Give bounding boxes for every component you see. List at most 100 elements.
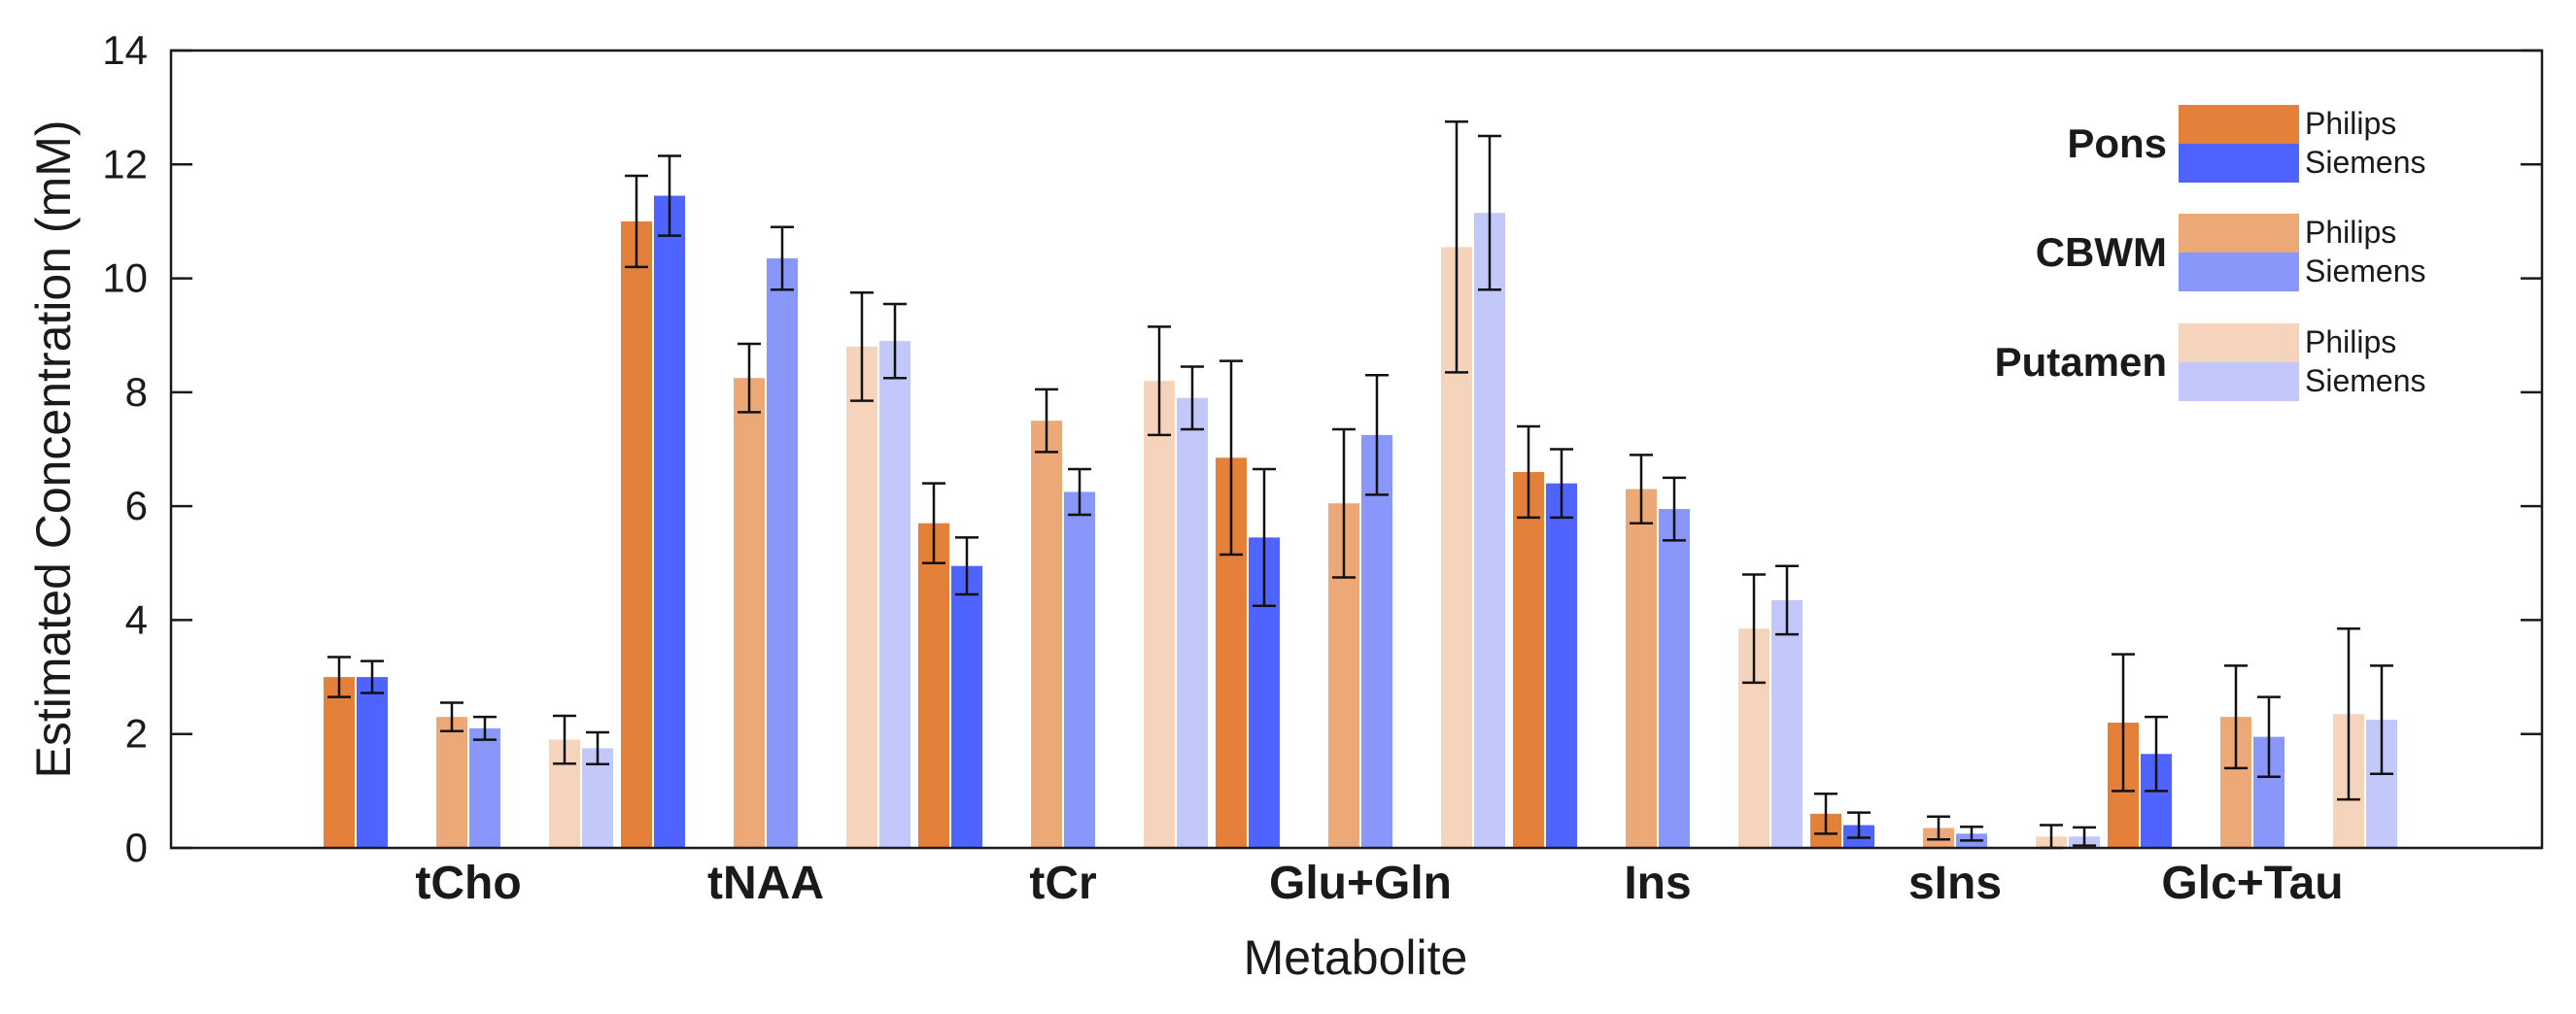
error-bar: [1365, 374, 1389, 496]
y-axis-label: Estimated Concentration (mM): [26, 119, 81, 778]
y-tick-label: 10: [102, 255, 148, 301]
legend-group-label: CBWM: [2036, 229, 2167, 275]
legend-entry-label: Philips: [2305, 106, 2396, 141]
bar-tnaa-putamen-philips: [846, 346, 877, 848]
legend-swatch: [2179, 105, 2299, 144]
error-bar: [1663, 476, 1686, 542]
error-bar: [473, 715, 497, 741]
y-tick-label: 12: [102, 141, 148, 186]
error-bar: [2145, 715, 2168, 793]
y-tick-label: 2: [125, 711, 148, 757]
error-bar: [553, 714, 576, 765]
x-tick-label: tCho: [415, 858, 521, 909]
bar-tcho-cbwm-siemens: [469, 727, 500, 848]
bar-tcr-putamen-philips: [1144, 381, 1175, 848]
x-axis-label: Metabolite: [1244, 930, 1468, 985]
error-bar: [2370, 664, 2393, 776]
error-bar: [1445, 120, 1468, 374]
bar-tnaa-pons-siemens: [654, 195, 685, 848]
bar-tnaa-cbwm-philips: [734, 378, 765, 848]
error-bar: [1035, 388, 1058, 454]
y-tick-label: 4: [125, 596, 148, 642]
y-tick-label: 6: [125, 483, 148, 528]
error-bar: [2073, 826, 2096, 847]
legend-entry-label: Siemens: [2305, 145, 2426, 180]
error-bar: [2337, 626, 2360, 801]
error-bar: [1517, 424, 1540, 520]
error-bar: [850, 290, 874, 402]
x-tick-label: sIns: [1908, 858, 2002, 909]
legend-entry-label: Siemens: [2305, 254, 2426, 288]
error-bar: [361, 659, 384, 694]
error-bar: [658, 154, 681, 237]
x-tick-label: Glc+Tau: [2161, 858, 2343, 909]
error-bar: [1960, 826, 1983, 842]
bar-ins-cbwm-siemens: [1659, 509, 1690, 848]
x-tick-label: Ins: [1624, 858, 1691, 909]
error-bar: [2224, 664, 2248, 770]
legend-entry-label: Philips: [2305, 215, 2396, 250]
legend-swatch: [2179, 253, 2299, 291]
bar-tcr-pons-siemens: [951, 565, 982, 848]
error-bar: [1068, 467, 1091, 517]
error-bar: [327, 656, 351, 698]
error-bar: [771, 225, 794, 291]
bar-tcr-pons-philips: [918, 523, 949, 848]
error-bar: [1550, 448, 1573, 520]
error-bar: [922, 482, 945, 565]
legend-swatch: [2179, 214, 2299, 253]
error-bar: [1775, 564, 1799, 636]
legend-group-label: Putamen: [1995, 339, 2167, 385]
error-bar: [955, 536, 979, 596]
error-bar: [738, 342, 761, 414]
legend-entry-label: Siemens: [2305, 363, 2426, 398]
error-bar: [1742, 573, 1766, 685]
x-tick-label: tCr: [1029, 858, 1096, 909]
bar-glu-gln-cbwm-siemens: [1361, 434, 1392, 848]
bar-tnaa-pons-philips: [621, 220, 652, 848]
legend-swatch: [2179, 362, 2299, 401]
bar-tcr-cbwm-philips: [1031, 421, 1062, 848]
legend-swatch: [2179, 144, 2299, 183]
bar-tcho-pons-siemens: [357, 677, 388, 848]
error-bar: [1219, 359, 1243, 557]
error-bar: [586, 730, 609, 766]
x-tick-label: tNAA: [707, 858, 824, 909]
bar-ins-pons-siemens: [1546, 483, 1577, 848]
error-bar: [1927, 815, 1950, 841]
plot-frame: [169, 49, 2544, 850]
bar-ins-putamen-siemens: [1771, 599, 1803, 848]
error-bar: [883, 302, 907, 380]
bar-tcho-cbwm-philips: [436, 717, 467, 848]
error-bar: [1630, 454, 1653, 524]
bar-tnaa-cbwm-siemens: [767, 258, 798, 849]
bar-glu-gln-putamen-siemens: [1474, 213, 1505, 848]
y-tick-label: 8: [125, 369, 148, 415]
bar-tcr-putamen-siemens: [1177, 397, 1208, 848]
y-tick-label: 14: [102, 27, 148, 73]
bar-tnaa-putamen-siemens: [879, 341, 910, 848]
y-tick-labels: 0 2 4 6 8 10 12 14: [102, 27, 148, 870]
legend-group-label: Pons: [2067, 120, 2167, 166]
error-bar: [1181, 365, 1204, 431]
error-bar: [1814, 793, 1838, 835]
error-bar: [2257, 695, 2281, 778]
x-tick-label: Glu+Gln: [1269, 858, 1452, 909]
error-bar: [1332, 427, 1356, 579]
error-bars-layer: [327, 120, 2393, 850]
bar-ins-cbwm-philips: [1626, 489, 1657, 848]
y-tick-label: 0: [125, 825, 148, 870]
legend-swatch: [2179, 323, 2299, 362]
error-bar: [1847, 811, 1871, 839]
error-bar: [1253, 467, 1276, 608]
error-bar: [625, 174, 648, 269]
error-bar: [1478, 134, 1501, 291]
bar-tcho-pons-philips: [324, 677, 355, 848]
error-bar: [440, 701, 464, 733]
bar-tcr-cbwm-siemens: [1064, 491, 1095, 848]
legend-entry-label: Philips: [2305, 324, 2396, 359]
legend: Pons Philips Siemens CBWM Philips Siemens Puta…: [1995, 105, 2426, 401]
error-bar: [2112, 653, 2135, 793]
error-bar: [1148, 325, 1171, 437]
